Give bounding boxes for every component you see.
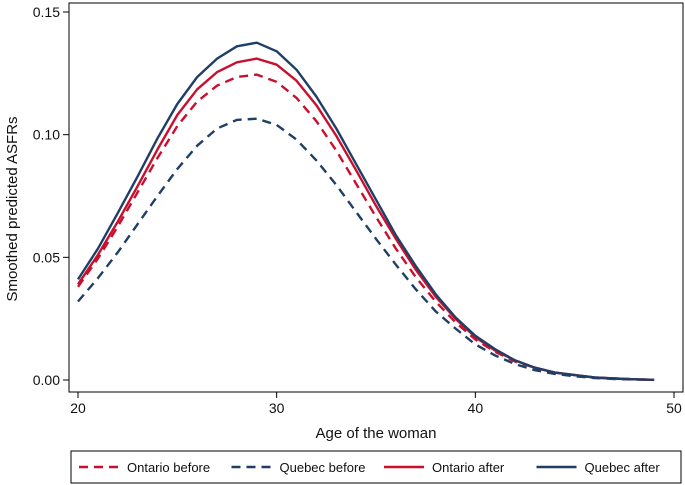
y-tick-label: 0.15 (33, 4, 60, 20)
x-tick-label: 40 (468, 400, 484, 416)
y-tick-label: 0.10 (33, 127, 60, 143)
legend-label: Ontario after (432, 460, 505, 475)
x-tick-label: 50 (666, 400, 682, 416)
x-axis-title: Age of the woman (316, 425, 437, 442)
x-tick-label: 20 (70, 400, 86, 416)
y-axis-title: Smoothed predicted ASFRs (4, 116, 21, 301)
legend: Ontario before Quebec before Ontario after… (79, 460, 660, 475)
legend-label: Quebec after (585, 460, 661, 475)
y-tick-label: 0.05 (33, 249, 60, 265)
series-line-quebec-after (76, 41, 655, 381)
series-lines (76, 41, 655, 381)
legend-label: Quebec before (280, 460, 366, 475)
y-tick-label: 0.00 (33, 372, 60, 388)
x-tick-label: 30 (269, 400, 285, 416)
axes: 0.00 0.05 0.10 0.15 20 30 40 50 (33, 4, 682, 416)
legend-label: Ontario before (127, 460, 210, 475)
legend-box (70, 450, 682, 484)
series-line-quebec-before (77, 117, 655, 381)
